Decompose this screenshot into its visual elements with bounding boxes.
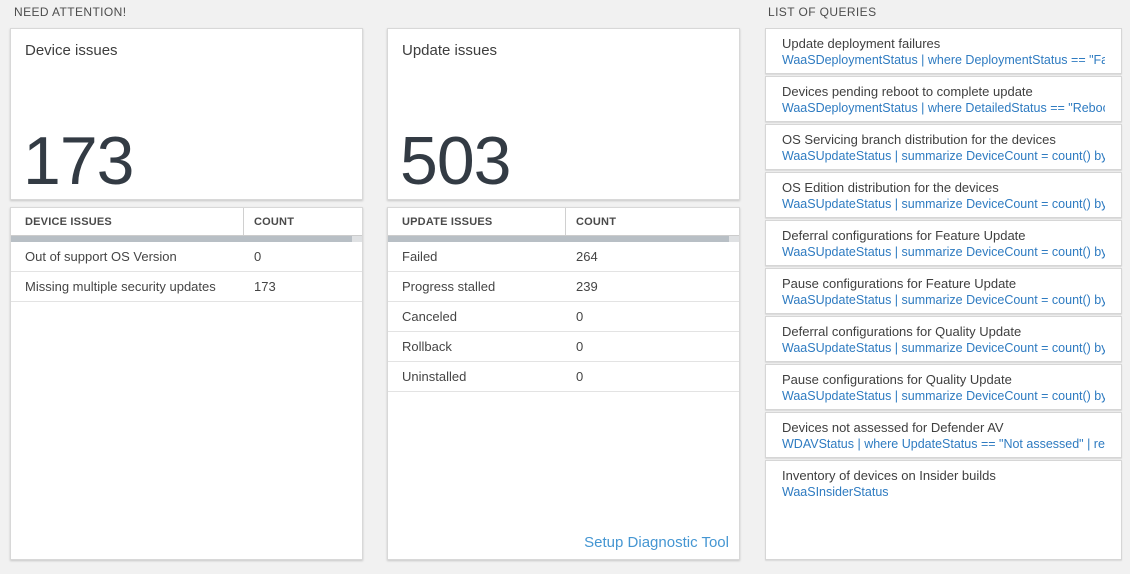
query-text: WDAVStatus | where UpdateStatus == "Not …	[782, 437, 1105, 451]
update-issues-table: UPDATE ISSUES COUNT Failed 264 Progress …	[387, 207, 740, 560]
query-list-item[interactable]: Pause configurations for Feature Update …	[765, 268, 1122, 314]
count-column-header: COUNT	[254, 215, 295, 228]
query-text: WaaSUpdateStatus | summarize DeviceCount…	[782, 245, 1105, 259]
issue-count: 173	[254, 279, 276, 294]
horizontal-scrollbar[interactable]	[11, 236, 362, 242]
query-title: Pause configurations for Quality Update	[782, 372, 1012, 387]
count-column-header: COUNT	[576, 215, 617, 228]
issue-count: 0	[576, 309, 584, 324]
query-title: Pause configurations for Feature Update	[782, 276, 1017, 291]
issue-label: Rollback	[402, 339, 452, 354]
table-row[interactable]: Out of support OS Version 0	[11, 242, 362, 272]
query-list-item[interactable]: Deferral configurations for Quality Upda…	[765, 316, 1122, 362]
need-attention-heading: NEED ATTENTION!	[14, 5, 127, 19]
query-text: WaaSDeploymentStatus | where DetailedSta…	[782, 101, 1105, 115]
query-title: Update deployment failures	[782, 36, 941, 51]
device-issues-column-header: DEVICE ISSUES	[11, 208, 244, 235]
update-issues-table-header: UPDATE ISSUES COUNT	[388, 208, 739, 236]
issue-count: 0	[576, 339, 584, 354]
device-issues-table: DEVICE ISSUES COUNT Out of support OS Ve…	[10, 207, 363, 560]
update-issues-table-body: Failed 264 Progress stalled 239 Canceled…	[388, 242, 739, 559]
issue-count: 0	[254, 249, 262, 264]
query-title: OS Edition distribution for the devices	[782, 180, 999, 195]
query-list: Update deployment failures WaaSDeploymen…	[765, 28, 1122, 560]
update-issues-column-header: UPDATE ISSUES	[388, 208, 566, 235]
list-of-queries-heading: LIST OF QUERIES	[768, 5, 877, 19]
device-issues-column: Device issues 173 DEVICE ISSUES COUNT Ou…	[10, 28, 363, 560]
device-issues-title: Device issues	[25, 42, 118, 59]
query-text: WaaSUpdateStatus | summarize DeviceCount…	[782, 197, 1105, 211]
issue-count: 0	[576, 369, 584, 384]
horizontal-scrollbar[interactable]	[388, 236, 739, 242]
query-list-item[interactable]: Devices not assessed for Defender AV WDA…	[765, 412, 1122, 458]
query-text: WaaSInsiderStatus	[782, 485, 889, 499]
query-text: WaaSDeploymentStatus | where DeploymentS…	[782, 53, 1105, 67]
issue-label: Missing multiple security updates	[25, 279, 216, 294]
query-text: WaaSUpdateStatus | summarize DeviceCount…	[782, 149, 1105, 163]
issue-count: 264	[576, 249, 598, 264]
device-issues-count: 173	[23, 123, 134, 199]
device-issues-table-header: DEVICE ISSUES COUNT	[11, 208, 362, 236]
query-text: WaaSUpdateStatus | summarize DeviceCount…	[782, 389, 1105, 403]
query-list-item[interactable]: Pause configurations for Quality Update …	[765, 364, 1122, 410]
query-text: WaaSUpdateStatus | summarize DeviceCount…	[782, 341, 1105, 355]
scrollbar-thumb[interactable]	[11, 236, 352, 242]
update-issues-column: Update issues 503 UPDATE ISSUES COUNT Fa…	[387, 28, 740, 560]
query-text: WaaSUpdateStatus | summarize DeviceCount…	[782, 293, 1105, 307]
issue-label: Failed	[402, 249, 438, 264]
query-title: Deferral configurations for Quality Upda…	[782, 324, 1022, 339]
query-list-item[interactable]: Inventory of devices on Insider builds W…	[765, 460, 1122, 560]
table-row[interactable]: Failed 264	[388, 242, 739, 272]
device-issues-table-body: Out of support OS Version 0 Missing mult…	[11, 242, 362, 559]
table-row[interactable]: Canceled 0	[388, 302, 739, 332]
device-issues-tile[interactable]: Device issues 173	[10, 28, 363, 200]
update-issues-tile[interactable]: Update issues 503	[387, 28, 740, 200]
issue-label: Out of support OS Version	[25, 249, 177, 264]
issue-count: 239	[576, 279, 598, 294]
table-row[interactable]: Uninstalled 0	[388, 362, 739, 392]
query-title: Devices not assessed for Defender AV	[782, 420, 1004, 435]
table-row[interactable]: Missing multiple security updates 173	[11, 272, 362, 302]
list-of-queries-panel: Update deployment failures WaaSDeploymen…	[765, 28, 1122, 560]
issue-label: Uninstalled	[402, 369, 467, 384]
query-list-item[interactable]: OS Edition distribution for the devices …	[765, 172, 1122, 218]
query-list-item[interactable]: Deferral configurations for Feature Upda…	[765, 220, 1122, 266]
scrollbar-thumb[interactable]	[388, 236, 729, 242]
issue-label: Canceled	[402, 309, 457, 324]
table-row[interactable]: Progress stalled 239	[388, 272, 739, 302]
query-title: Devices pending reboot to complete updat…	[782, 84, 1033, 99]
query-title: Deferral configurations for Feature Upda…	[782, 228, 1026, 243]
update-issues-count: 503	[400, 123, 511, 199]
setup-diagnostic-tool-link[interactable]: Setup Diagnostic Tool	[584, 534, 729, 551]
table-row[interactable]: Rollback 0	[388, 332, 739, 362]
query-list-item[interactable]: Update deployment failures WaaSDeploymen…	[765, 28, 1122, 74]
query-list-item[interactable]: Devices pending reboot to complete updat…	[765, 76, 1122, 122]
query-list-item[interactable]: OS Servicing branch distribution for the…	[765, 124, 1122, 170]
query-title: Inventory of devices on Insider builds	[782, 468, 996, 483]
update-issues-title: Update issues	[402, 42, 498, 59]
issue-label: Progress stalled	[402, 279, 496, 294]
query-title: OS Servicing branch distribution for the…	[782, 132, 1056, 147]
